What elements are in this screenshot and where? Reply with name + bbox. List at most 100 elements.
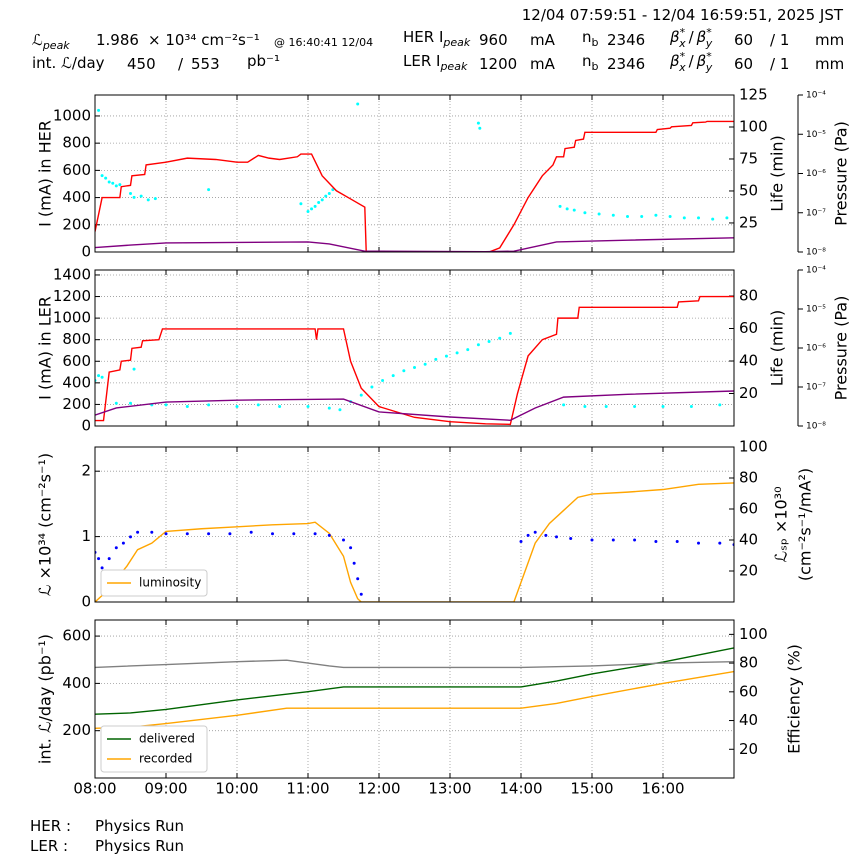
point [633, 405, 637, 408]
x-tick-label: 12:00 [357, 780, 400, 798]
y3-tick-label: 10⁻⁷ [806, 383, 826, 393]
point [611, 538, 615, 542]
footer-status: Physics Run [95, 817, 184, 835]
lum-unit: × 10³⁴ cm⁻²s⁻¹ [148, 31, 260, 49]
series-line [95, 659, 734, 669]
point [331, 188, 335, 192]
beam-label: LER Ipeak [403, 52, 468, 73]
x-tick-label: 11:00 [286, 780, 329, 798]
int-lum-sep: / [178, 55, 184, 73]
point [114, 401, 118, 405]
y3-tick-label: 10⁻⁶ [806, 169, 826, 179]
y2-axis-label: (cm⁻²s⁻¹/mA²) [796, 468, 815, 581]
point [544, 533, 548, 537]
y2-axis-label: Life (min) [768, 310, 787, 387]
y-axis-label: ℒ ×10³⁴ (cm⁻²s⁻¹) [36, 453, 55, 596]
point [129, 535, 132, 539]
y2-tick-label: 80 [739, 469, 758, 487]
point [185, 405, 189, 408]
point [107, 180, 111, 184]
point [626, 215, 629, 219]
y2-tick-label: 20 [739, 740, 758, 758]
series-line [95, 670, 734, 730]
plot-frame [94, 94, 735, 253]
y-axis-label: I (mA) in HER [36, 120, 55, 227]
y2-tick-label: 100 [739, 117, 768, 135]
footer: HER : Physics Run LER : Physics Run [30, 817, 184, 855]
point [487, 340, 491, 343]
point [466, 348, 470, 352]
x-tick-label: 08:00 [73, 780, 116, 798]
y-tick-label: 600 [62, 352, 91, 370]
legend: luminosity [100, 569, 208, 597]
point [313, 204, 317, 208]
y-tick-label: 2 [81, 462, 91, 480]
point [476, 121, 480, 125]
header-row-2: int. ℒ/day 450 / 553 pb⁻¹ LER Ipeak 1200… [32, 50, 844, 74]
point [356, 577, 360, 581]
panel: 0 200 400 600 800 1000 25 50 75 100 125 10⁻⁸ 10⁻⁷ 10⁻… [36, 86, 851, 261]
point [455, 351, 459, 355]
point [508, 331, 512, 335]
point [697, 216, 700, 220]
y2-tick-label: 60 [739, 319, 758, 337]
beam-label: HER Ipeak [403, 28, 471, 49]
y3-tick-label: 10⁻⁸ [806, 248, 826, 258]
point [349, 546, 353, 550]
point [555, 535, 558, 539]
plot-area [95, 295, 734, 426]
y-tick-label: 400 [62, 674, 91, 692]
y2-tick-label: 80 [739, 654, 758, 672]
point [327, 192, 331, 196]
x-tick-label: 10:00 [215, 780, 258, 798]
plot-frame [94, 269, 735, 427]
series-line [95, 237, 734, 252]
footer-beam: HER : [30, 817, 71, 835]
y-tick-label: 0 [81, 417, 91, 435]
y3-tick-label: 10⁻⁶ [806, 344, 826, 354]
point [718, 403, 722, 407]
x-tick-label: 09:00 [144, 780, 187, 798]
lum-label: ℒpeak [32, 31, 70, 52]
point [327, 406, 331, 410]
y-tick-label: 400 [62, 373, 91, 391]
point [338, 408, 342, 412]
beta-unit: mm [815, 31, 844, 49]
y3-tick-label: 10⁻⁸ [806, 422, 826, 432]
point [533, 530, 537, 534]
beta-x: 60 [734, 31, 753, 49]
point [278, 405, 282, 408]
int-lum-total: 553 [191, 55, 220, 73]
point [526, 533, 530, 537]
y3-tick-label: 10⁻⁴ [806, 91, 826, 101]
y-tick-label: 600 [62, 627, 91, 645]
point [572, 208, 576, 212]
y2-tick-label: 60 [739, 500, 758, 518]
y-tick-label: 200 [62, 721, 91, 739]
y2-tick-label: 20 [739, 562, 758, 580]
point [633, 538, 637, 542]
point [583, 211, 587, 215]
point [317, 200, 321, 204]
point [359, 393, 363, 397]
series-line [95, 647, 734, 715]
point [569, 536, 573, 540]
point [558, 204, 562, 208]
point [306, 405, 310, 408]
beam-unit: mA [530, 55, 556, 73]
y2-tick-label: 80 [739, 287, 758, 305]
point [583, 405, 587, 408]
point [97, 108, 101, 112]
y3-axis-label: Pressure (Pa) [832, 121, 851, 226]
point [725, 216, 729, 220]
y2-axis-label: Efficiency (%) [785, 644, 804, 754]
point [519, 540, 523, 544]
beam-current: 960 [479, 31, 508, 49]
lum-value: 1.986 [96, 31, 139, 49]
series-line [95, 482, 734, 602]
point [444, 354, 448, 358]
x-tick-label: 16:00 [641, 780, 684, 798]
beam-current: 1200 [479, 55, 517, 73]
point [565, 207, 569, 211]
